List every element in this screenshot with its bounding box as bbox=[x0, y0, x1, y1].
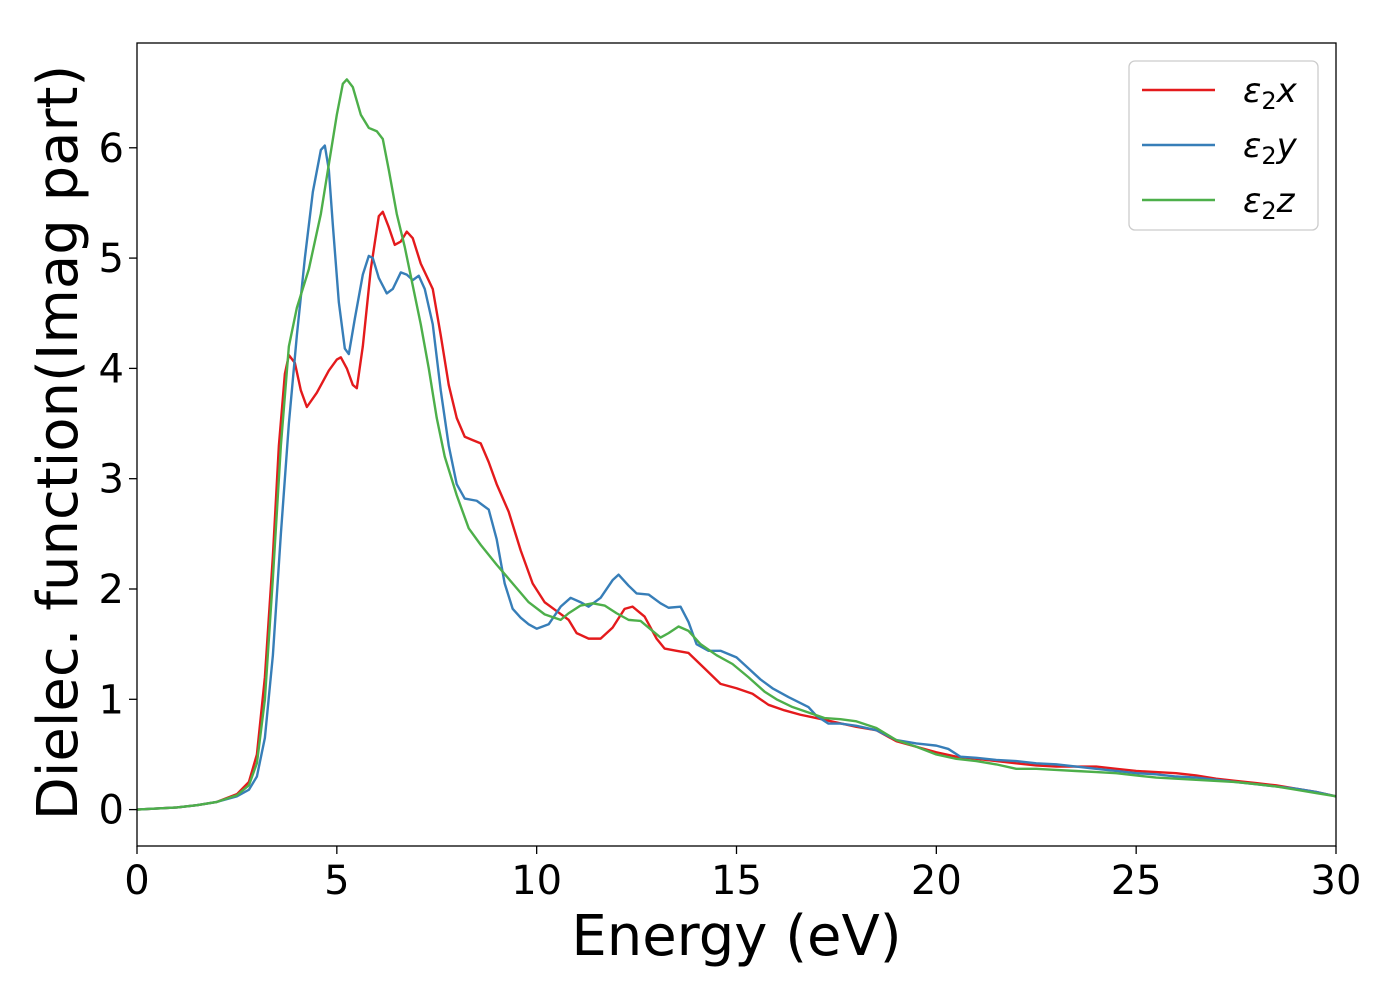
x-tick-label: 15 bbox=[711, 858, 762, 904]
series-layer bbox=[137, 78, 1336, 811]
y-tick-label: 5 bbox=[99, 236, 124, 282]
y-tick-label: 1 bbox=[99, 677, 124, 723]
y-axis: 0 1 2 3 4 5 6 bbox=[99, 126, 137, 834]
legend-label: ε2z bbox=[1243, 181, 1296, 225]
legend-item-x: ε2x bbox=[1142, 71, 1298, 115]
x-axis: 0 5 10 15 20 25 30 bbox=[124, 846, 1361, 904]
series-line-y bbox=[137, 144, 1336, 811]
x-tick-label: 0 bbox=[124, 858, 149, 904]
x-tick-label: 30 bbox=[1311, 858, 1362, 904]
x-tick-label: 20 bbox=[911, 858, 962, 904]
legend-box bbox=[1128, 60, 1319, 231]
legend-label: ε2x bbox=[1243, 71, 1298, 115]
x-axis-title: Energy (eV) bbox=[571, 904, 901, 969]
series-line-z bbox=[137, 78, 1336, 811]
legend: ε2x ε2y ε2z bbox=[1128, 60, 1319, 231]
y-tick-label: 6 bbox=[99, 126, 124, 172]
y-tick-label: 4 bbox=[99, 346, 124, 392]
x-tick-label: 10 bbox=[511, 858, 562, 904]
y-tick-label: 2 bbox=[99, 567, 124, 613]
x-tick-label: 25 bbox=[1111, 858, 1162, 904]
y-axis-title: Dielec. function(Imag part) bbox=[26, 65, 91, 821]
legend-item-y: ε2y bbox=[1142, 126, 1298, 170]
legend-item-z: ε2z bbox=[1142, 181, 1296, 225]
x-tick-label: 5 bbox=[324, 858, 349, 904]
legend-label: ε2y bbox=[1243, 126, 1298, 170]
y-tick-label: 0 bbox=[99, 788, 124, 834]
series-line-x bbox=[137, 210, 1336, 811]
y-tick-label: 3 bbox=[99, 457, 124, 503]
